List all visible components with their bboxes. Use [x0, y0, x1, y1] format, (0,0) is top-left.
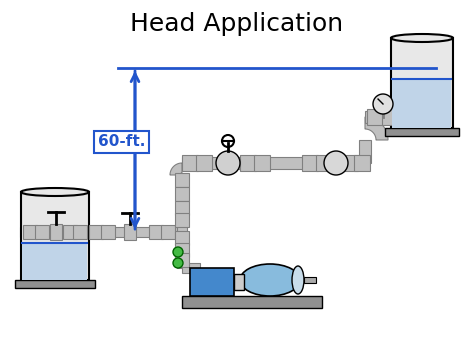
Bar: [316, 155, 332, 171]
Bar: [177, 232, 187, 268]
Circle shape: [173, 247, 183, 257]
Bar: [354, 155, 370, 171]
Bar: [196, 155, 212, 171]
Ellipse shape: [21, 188, 89, 196]
Bar: [254, 155, 270, 171]
Bar: [365, 111, 400, 123]
Bar: [175, 187, 189, 201]
Bar: [175, 253, 189, 267]
Bar: [302, 155, 318, 171]
Bar: [391, 38, 453, 128]
Bar: [359, 140, 371, 163]
Bar: [177, 175, 187, 232]
Bar: [89, 225, 103, 239]
Bar: [15, 280, 95, 288]
Bar: [63, 225, 77, 239]
Circle shape: [216, 151, 240, 175]
Bar: [240, 155, 256, 171]
Ellipse shape: [391, 34, 453, 42]
Bar: [385, 128, 459, 136]
Bar: [124, 224, 136, 240]
Bar: [50, 224, 62, 240]
Bar: [182, 296, 322, 308]
Bar: [175, 243, 189, 257]
Bar: [22, 243, 88, 280]
Bar: [382, 109, 398, 125]
Bar: [182, 155, 198, 171]
Bar: [21, 192, 89, 280]
Bar: [149, 225, 163, 239]
Circle shape: [173, 258, 183, 268]
Bar: [392, 79, 452, 128]
Bar: [161, 225, 175, 239]
Bar: [101, 225, 115, 239]
Polygon shape: [170, 163, 182, 175]
Bar: [175, 173, 189, 187]
Bar: [175, 213, 189, 227]
Bar: [20, 227, 89, 237]
Bar: [234, 274, 244, 290]
Bar: [304, 277, 316, 283]
Bar: [175, 231, 189, 245]
Bar: [73, 225, 87, 239]
Ellipse shape: [292, 266, 304, 294]
Bar: [367, 109, 383, 125]
Bar: [190, 268, 234, 296]
Ellipse shape: [240, 264, 300, 296]
Bar: [175, 201, 189, 215]
Circle shape: [373, 94, 393, 114]
Polygon shape: [365, 117, 388, 140]
Bar: [23, 225, 37, 239]
Bar: [182, 157, 365, 169]
Bar: [182, 263, 200, 273]
Bar: [35, 225, 49, 239]
Bar: [342, 155, 358, 171]
Text: Head Application: Head Application: [130, 12, 344, 36]
Circle shape: [324, 151, 348, 175]
Text: 60-ft.: 60-ft.: [98, 135, 146, 149]
Bar: [89, 227, 182, 237]
